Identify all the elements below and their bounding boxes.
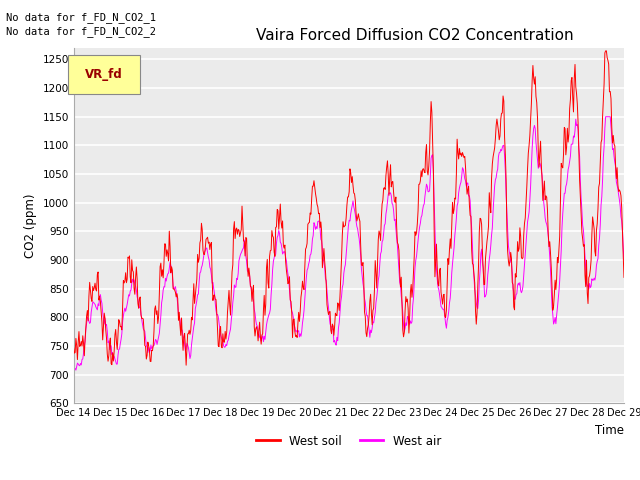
Y-axis label: CO2 (ppm): CO2 (ppm) — [24, 193, 37, 258]
X-axis label: Time: Time — [595, 424, 624, 437]
Legend: West soil, West air: West soil, West air — [252, 430, 446, 452]
Text: No data for f_FD_N_CO2_1: No data for f_FD_N_CO2_1 — [6, 12, 156, 23]
Title: Vaira Forced Diffusion CO2 Concentration: Vaira Forced Diffusion CO2 Concentration — [256, 28, 573, 43]
FancyBboxPatch shape — [68, 55, 140, 94]
Text: VR_fd: VR_fd — [85, 68, 123, 81]
Text: No data for f_FD_N_CO2_2: No data for f_FD_N_CO2_2 — [6, 26, 156, 37]
